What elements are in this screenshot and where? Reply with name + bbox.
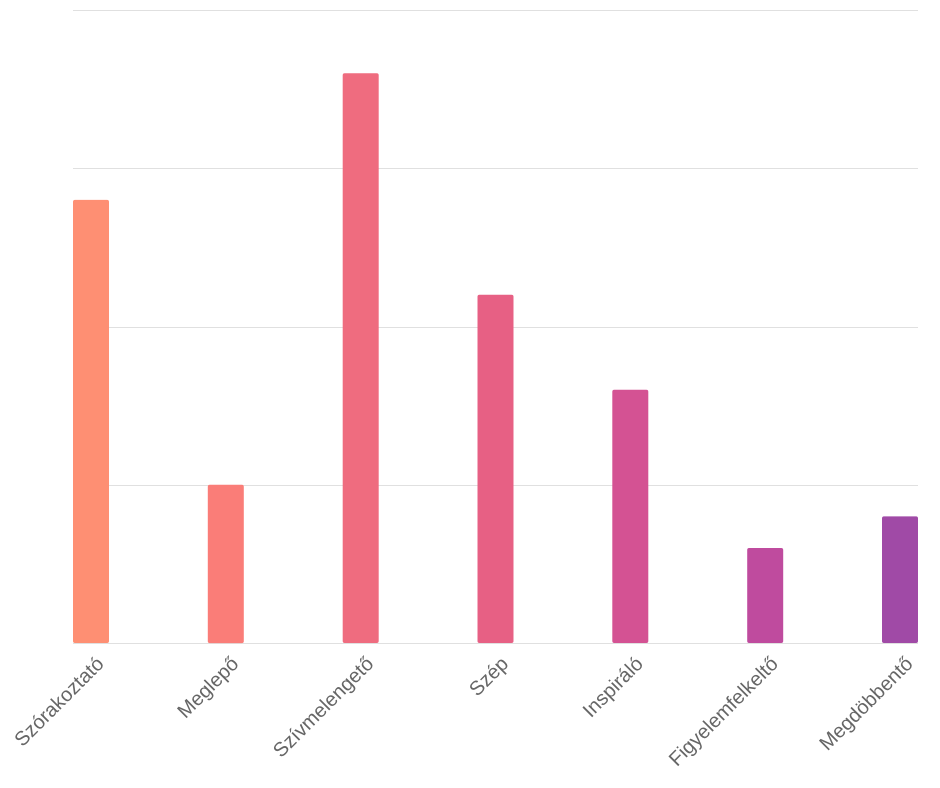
bar-5[interactable] xyxy=(747,548,784,643)
bar-3[interactable] xyxy=(477,294,514,643)
bars xyxy=(73,73,918,644)
x-tick-label-6: Megdöbbentő xyxy=(815,653,917,755)
x-axis-labels: Szórakoztató Meglepő Szívmelengető Szép Insp… xyxy=(10,653,917,771)
x-tick-label-3: Szép xyxy=(465,653,513,701)
x-tick-label-1: Meglepő xyxy=(174,653,244,723)
x-tick-label-0: Szórakoztató xyxy=(10,653,108,751)
x-tick-label-5: Figyelemfelkeltő xyxy=(665,653,783,771)
bar-4[interactable] xyxy=(612,389,649,643)
bar-1[interactable] xyxy=(207,484,244,644)
x-tick-label-2: Szívmelengető xyxy=(269,653,378,762)
x-tick-label-4: Inspiráló xyxy=(579,653,648,722)
bar-2[interactable] xyxy=(342,73,379,644)
bar-6[interactable] xyxy=(882,516,918,643)
bar-0[interactable] xyxy=(73,199,109,643)
